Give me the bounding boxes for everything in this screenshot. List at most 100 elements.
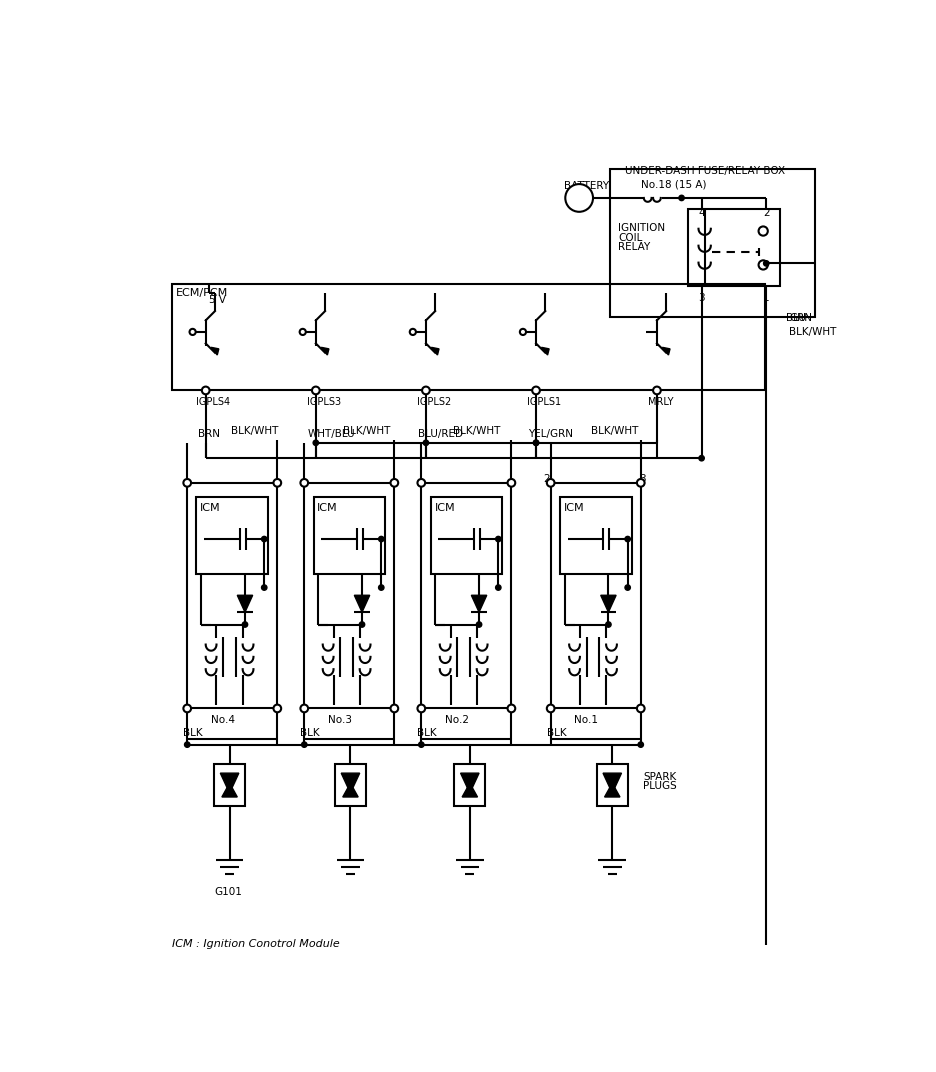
Text: YEL/GRN: YEL/GRN: [528, 429, 573, 438]
Circle shape: [507, 479, 515, 487]
Text: 4: 4: [697, 208, 704, 218]
Text: 2: 2: [762, 208, 768, 218]
Circle shape: [519, 329, 525, 336]
Polygon shape: [600, 595, 616, 612]
Bar: [304, 482, 394, 709]
Circle shape: [698, 456, 704, 461]
Circle shape: [495, 536, 501, 541]
Bar: [197, 496, 268, 574]
Circle shape: [417, 704, 425, 712]
Circle shape: [300, 704, 308, 712]
Bar: [687, 209, 780, 286]
Text: ECM/PCM: ECM/PCM: [175, 288, 227, 298]
Circle shape: [533, 441, 538, 446]
Text: WHT/BLU: WHT/BLU: [308, 429, 356, 438]
Polygon shape: [541, 347, 548, 355]
Circle shape: [261, 536, 267, 541]
Text: BLK: BLK: [547, 728, 566, 738]
Circle shape: [533, 441, 538, 446]
Polygon shape: [341, 773, 359, 793]
Polygon shape: [461, 773, 478, 793]
Text: +: +: [573, 195, 584, 209]
Bar: [430, 496, 502, 574]
Circle shape: [313, 441, 318, 446]
Circle shape: [273, 479, 281, 487]
Circle shape: [418, 742, 424, 747]
Polygon shape: [237, 595, 253, 612]
Circle shape: [242, 622, 247, 627]
Polygon shape: [343, 784, 358, 796]
Circle shape: [624, 536, 630, 541]
Bar: [596, 764, 627, 806]
Text: BLK/WHT: BLK/WHT: [231, 426, 278, 436]
Text: RELAY: RELAY: [618, 242, 650, 252]
Circle shape: [605, 622, 610, 627]
Polygon shape: [222, 784, 237, 796]
Text: ICM: ICM: [317, 503, 338, 512]
Polygon shape: [461, 784, 477, 796]
Polygon shape: [431, 347, 439, 355]
Circle shape: [758, 226, 767, 236]
Circle shape: [637, 742, 643, 747]
Bar: [187, 482, 277, 709]
Bar: [335, 764, 365, 806]
Polygon shape: [604, 784, 620, 796]
Text: BLK/WHT: BLK/WHT: [452, 426, 500, 436]
Bar: [421, 482, 511, 709]
Circle shape: [564, 184, 592, 212]
Circle shape: [423, 441, 428, 446]
Circle shape: [300, 329, 305, 336]
Circle shape: [417, 479, 425, 487]
Circle shape: [261, 585, 267, 591]
Text: BLK: BLK: [300, 728, 320, 738]
Text: BLK/WHT: BLK/WHT: [591, 426, 638, 436]
Circle shape: [763, 260, 768, 266]
Text: COIL: COIL: [618, 233, 642, 242]
Text: IGNITION: IGNITION: [618, 223, 665, 234]
Text: 3: 3: [697, 293, 704, 302]
Circle shape: [189, 329, 196, 336]
Circle shape: [273, 704, 281, 712]
Bar: [214, 764, 244, 806]
Text: No.3: No.3: [328, 715, 351, 725]
Text: ICM: ICM: [563, 503, 584, 512]
Text: IGPLS3: IGPLS3: [306, 397, 341, 406]
Text: BLU: BLU: [785, 313, 805, 324]
Circle shape: [547, 704, 554, 712]
Circle shape: [636, 479, 644, 487]
Text: BLK: BLK: [183, 728, 203, 738]
Polygon shape: [354, 595, 370, 612]
Circle shape: [300, 479, 308, 487]
Circle shape: [475, 622, 481, 627]
Text: BLK/WHT: BLK/WHT: [343, 426, 389, 436]
Circle shape: [532, 387, 539, 394]
Circle shape: [184, 742, 190, 747]
Circle shape: [652, 387, 660, 394]
Text: SPARK: SPARK: [642, 772, 676, 781]
Text: IGPLS2: IGPLS2: [417, 397, 450, 406]
Circle shape: [679, 195, 683, 200]
Text: BLU/RED: BLU/RED: [417, 429, 462, 438]
Circle shape: [183, 479, 191, 487]
Text: No.2: No.2: [445, 715, 468, 725]
Circle shape: [507, 704, 515, 712]
Text: ICM : Ignition Conotrol Module: ICM : Ignition Conotrol Module: [171, 939, 339, 949]
Text: 2: 2: [542, 474, 549, 483]
Polygon shape: [603, 773, 621, 793]
Text: No.1: No.1: [574, 715, 597, 725]
Text: UNDER-DASH FUSE/RELAY BOX: UNDER-DASH FUSE/RELAY BOX: [624, 166, 784, 177]
Circle shape: [201, 387, 210, 394]
Polygon shape: [662, 347, 669, 355]
Bar: [560, 496, 631, 574]
Circle shape: [390, 704, 398, 712]
Polygon shape: [211, 347, 219, 355]
Text: G101: G101: [214, 888, 241, 897]
Circle shape: [547, 479, 554, 487]
Text: No.18 (15 A): No.18 (15 A): [640, 179, 706, 190]
Text: ICM: ICM: [434, 503, 455, 512]
Circle shape: [495, 585, 501, 591]
Circle shape: [409, 329, 416, 336]
Circle shape: [624, 585, 630, 591]
Text: IGPLS1: IGPLS1: [526, 397, 561, 406]
Text: BRN: BRN: [197, 429, 220, 438]
